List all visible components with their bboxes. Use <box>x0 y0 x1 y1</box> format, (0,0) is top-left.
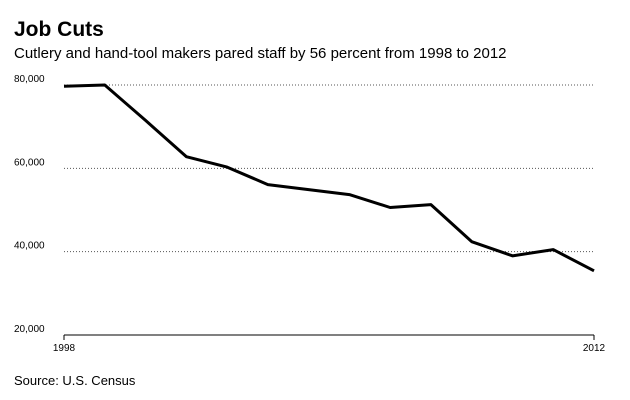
y-tick-label: 80,000 <box>14 74 45 85</box>
source: Source: U.S. Census <box>14 373 136 388</box>
y-tick-label: 20,000 <box>14 324 45 335</box>
x-tick-label: 1998 <box>53 343 76 354</box>
y-tick-label: 60,000 <box>14 157 45 168</box>
chart-subtitle: Cutlery and hand-tool makers pared staff… <box>14 45 507 62</box>
chart-title: Job Cuts <box>14 18 104 41</box>
y-tick-label: 40,000 <box>14 241 45 252</box>
line <box>63 83 595 273</box>
x-tick-label: 2012 <box>583 343 606 354</box>
